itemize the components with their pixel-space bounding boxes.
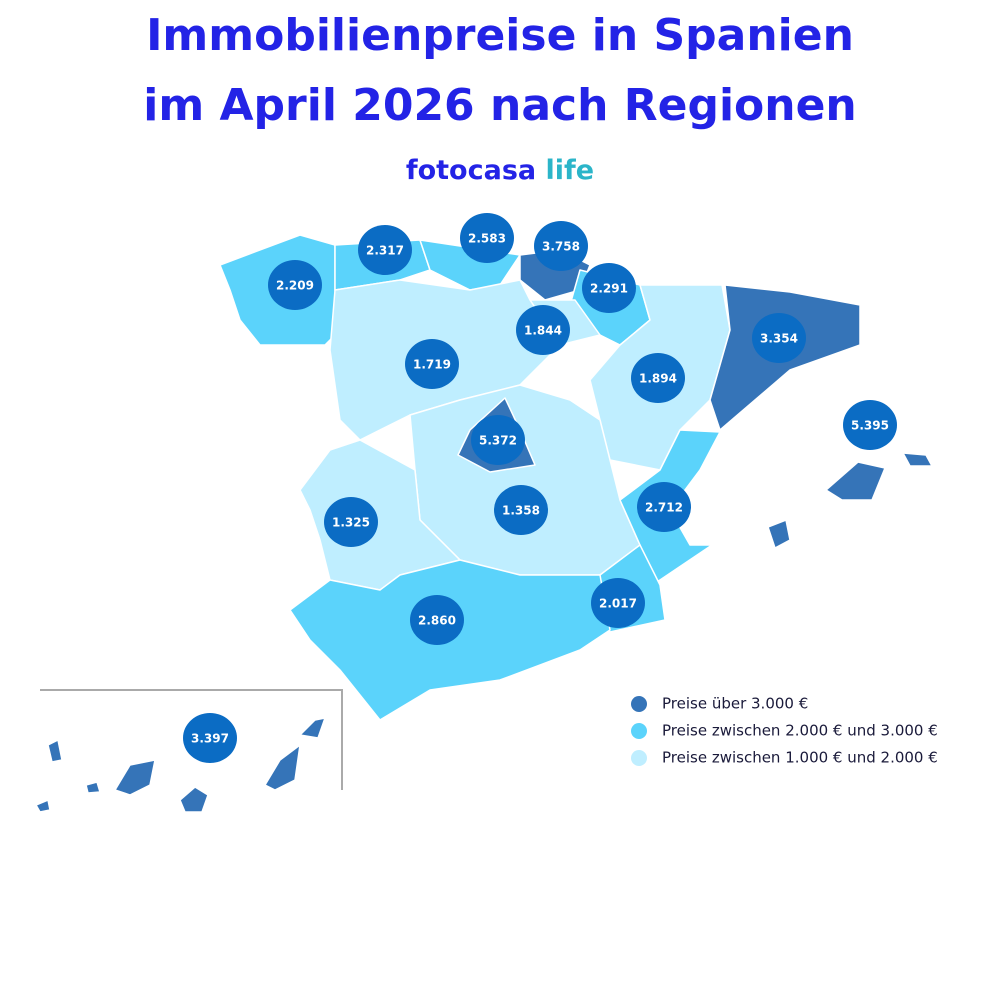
- price-bubble: [324, 497, 378, 547]
- brand-name: fotocasa: [406, 155, 536, 186]
- island: [114, 759, 156, 796]
- legend-label: Preise über 3.000 €: [662, 695, 808, 713]
- price-bubble: [410, 595, 464, 645]
- price-bubble: [516, 305, 570, 355]
- island: [264, 744, 301, 791]
- title-line: im April 2026 nach Regionen: [143, 80, 857, 131]
- island: [767, 519, 791, 549]
- price-label: 1.719: [413, 358, 451, 372]
- island: [902, 452, 933, 467]
- price-bubble: [471, 415, 525, 465]
- inset-frame: [40, 689, 343, 790]
- price-label: 5.395: [851, 419, 889, 433]
- price-label: 1.844: [524, 324, 562, 338]
- price-label: 2.291: [590, 282, 628, 296]
- island: [299, 717, 326, 739]
- price-label: 2.860: [418, 614, 456, 628]
- price-bubble: [534, 221, 588, 271]
- island: [35, 799, 51, 813]
- price-bubble: [405, 339, 459, 389]
- price-bubble: [183, 713, 237, 763]
- price-bubble: [631, 353, 685, 403]
- brand: fotocasa life: [406, 155, 594, 186]
- legend-label: Preise zwischen 2.000 € und 3.000 €: [662, 722, 938, 740]
- legend-swatch: [631, 696, 647, 712]
- price-label: 3.397: [191, 732, 229, 746]
- price-label: 1.894: [639, 372, 677, 386]
- price-bubble: [268, 260, 322, 310]
- title-line: Immobilienpreise in Spanien: [146, 10, 854, 61]
- bubbles: 2.209 2.317 2.583 3.758 2.291 1.844 3.354 1.719…: [183, 213, 897, 763]
- price-bubble: [582, 263, 636, 313]
- price-bubble: [358, 225, 412, 275]
- legend-swatch: [631, 750, 647, 766]
- price-label: 1.358: [502, 504, 540, 518]
- legend-label: Preise zwischen 1.000 € und 2.000 €: [662, 749, 938, 767]
- price-bubble: [460, 213, 514, 263]
- price-bubble: [843, 400, 897, 450]
- price-label: 3.758: [542, 240, 580, 254]
- island: [47, 739, 63, 763]
- price-bubble: [494, 485, 548, 535]
- price-bubble: [752, 313, 806, 363]
- price-label: 2.317: [366, 244, 404, 258]
- island: [825, 461, 886, 501]
- price-label: 1.325: [332, 516, 370, 530]
- price-bubble: [591, 578, 645, 628]
- price-label: 2.712: [645, 501, 683, 515]
- island: [85, 781, 101, 794]
- legend-swatch: [631, 723, 647, 739]
- price-label: 2.209: [276, 279, 314, 293]
- price-bubble: [637, 482, 691, 532]
- island: [179, 786, 209, 813]
- price-label: 2.583: [468, 232, 506, 246]
- price-label: 2.017: [599, 597, 637, 611]
- price-label: 3.354: [760, 332, 798, 346]
- brand-suffix: life: [546, 155, 595, 186]
- price-label: 5.372: [479, 434, 517, 448]
- legend: Preise über 3.000 € Preise zwischen 2.000…: [631, 695, 938, 767]
